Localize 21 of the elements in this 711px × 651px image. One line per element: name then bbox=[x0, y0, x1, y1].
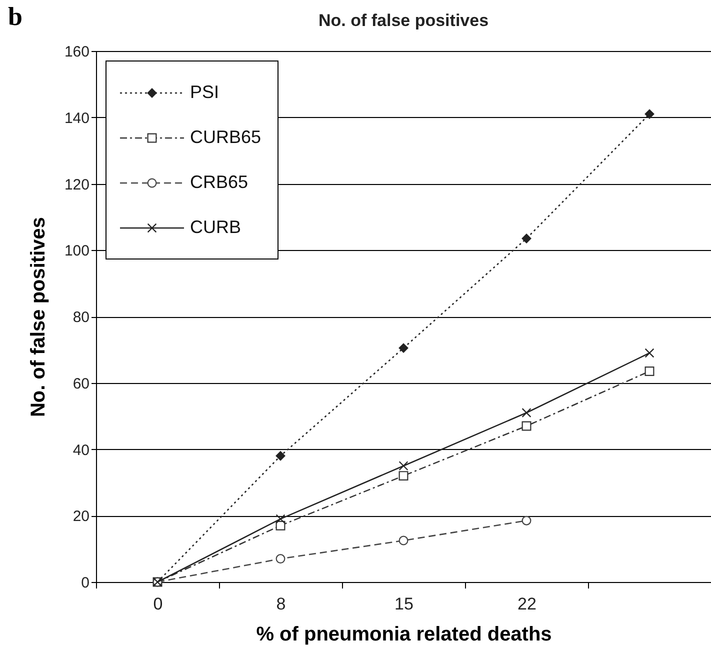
y-tick-label: 100 bbox=[64, 242, 90, 260]
x-axis-title: % of pneumonia related deaths bbox=[256, 624, 552, 646]
y-tick-label: 120 bbox=[64, 176, 90, 194]
x-tick-label: 0 bbox=[153, 594, 163, 614]
legend-label: PSI bbox=[190, 82, 220, 102]
x-tick-label: 8 bbox=[276, 594, 286, 614]
chart-title: No. of false positives bbox=[318, 11, 489, 30]
y-tick-label: 60 bbox=[72, 375, 90, 392]
legend-label: CURB bbox=[190, 217, 242, 237]
y-tick-label: 160 bbox=[64, 44, 90, 60]
y-tick-label: 140 bbox=[64, 110, 90, 127]
y-tick-label: 0 bbox=[81, 574, 90, 592]
x-tick-label: 15 bbox=[394, 594, 414, 614]
y-axis-title: No. of false positives bbox=[27, 216, 50, 418]
legend-label: CRB65 bbox=[190, 172, 248, 192]
text: b bbox=[8, 2, 22, 32]
y-tick-label: 20 bbox=[72, 508, 90, 526]
y-tick-label: 40 bbox=[72, 442, 90, 459]
x-tick-label: 22 bbox=[518, 594, 536, 614]
y-tick-label: 80 bbox=[72, 309, 90, 326]
legend-label: CURB65 bbox=[190, 127, 262, 147]
